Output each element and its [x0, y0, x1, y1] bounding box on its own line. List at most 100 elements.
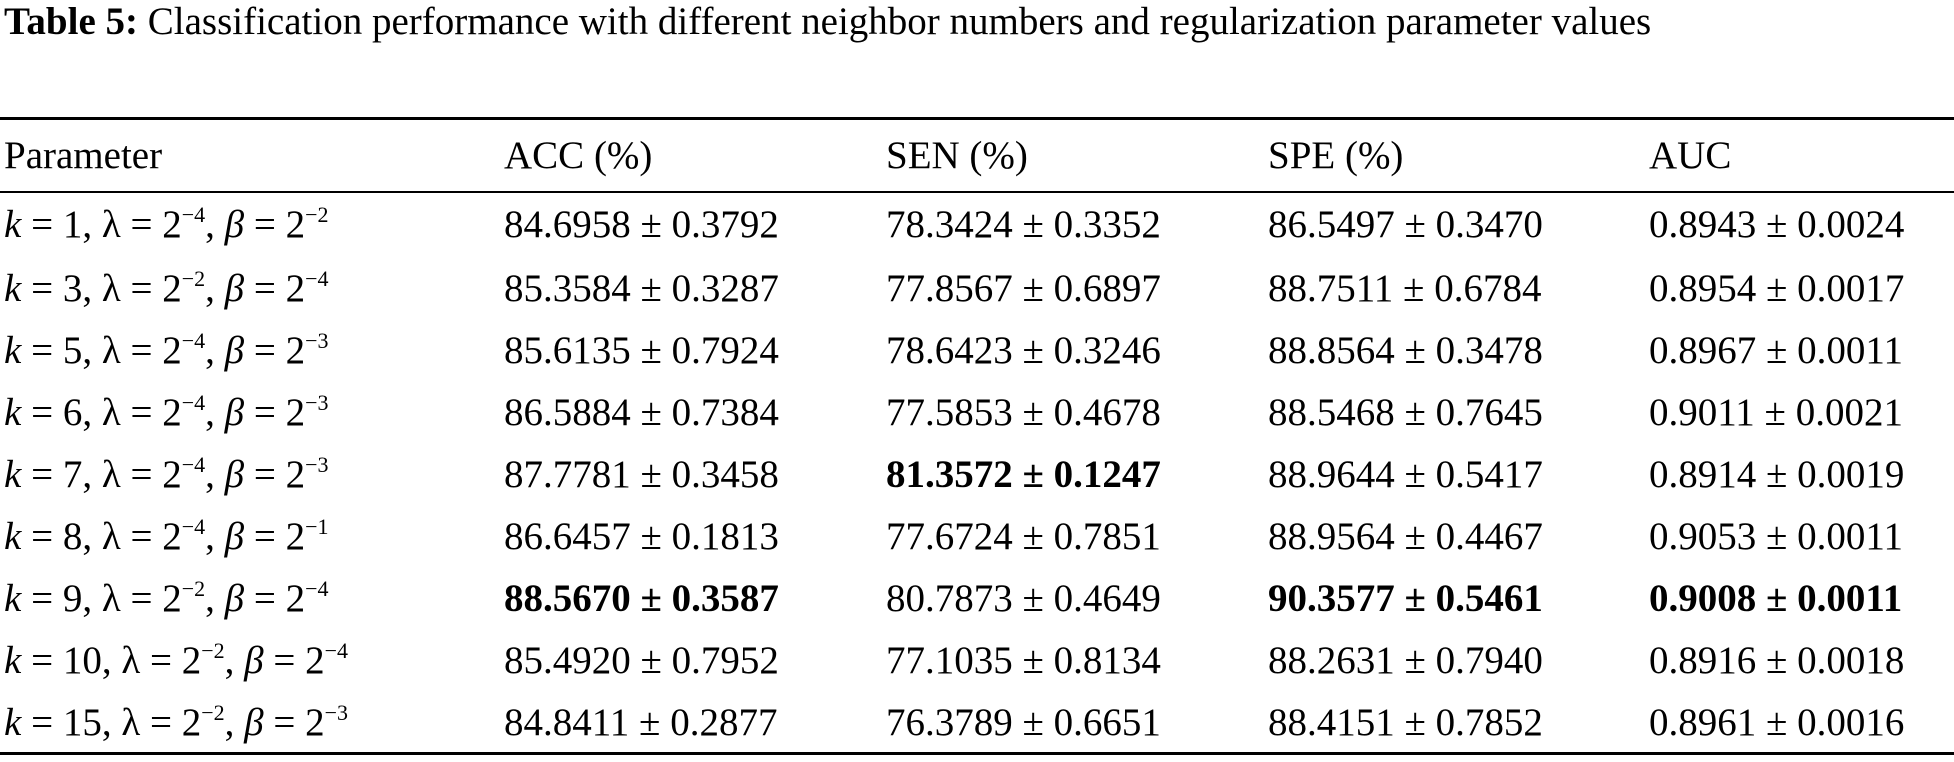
param-k-value: 9	[62, 576, 83, 620]
cell-auc: 0.8914 ± 0.0019	[1649, 452, 1905, 496]
results-table: Parameter ACC (%) SEN (%) SPE (%) AUC k …	[0, 120, 1954, 753]
bottom-rule	[0, 752, 1954, 755]
param-lambda-base: 2	[162, 328, 182, 372]
param-beta-base: 2	[285, 328, 306, 372]
param-beta-base: 2	[285, 452, 306, 496]
param-k-value: 3	[62, 266, 83, 310]
param-beta-base: 2	[285, 390, 306, 434]
param-lambda-symbol: λ	[101, 452, 121, 496]
param-beta-base: 2	[285, 266, 306, 310]
param-lambda-base: 2	[162, 266, 182, 310]
param-beta-base: 2	[285, 576, 306, 620]
table-row: k = 5, λ = 2−4, β = 2−3 85.6135 ± 0.7924 7…	[0, 319, 1954, 381]
param-lambda-exponent: −2	[201, 637, 225, 663]
param-lambda-exponent: −4	[181, 389, 206, 415]
param-beta-symbol: β	[244, 638, 264, 682]
param-k-symbol: k	[4, 390, 22, 434]
table-row: k = 7, λ = 2−4, β = 2−3 87.7781 ± 0.3458 8…	[0, 443, 1954, 505]
param-beta-base: 2	[285, 202, 306, 246]
param-lambda-base: 2	[162, 202, 182, 246]
param-k-value: 15	[62, 700, 102, 744]
param-beta-exponent: −1	[305, 513, 329, 539]
param-beta-symbol: β	[224, 452, 245, 496]
param-k-symbol: k	[4, 576, 22, 620]
param-k-symbol: k	[4, 700, 22, 744]
caption-label: Table 5:	[4, 0, 139, 43]
param-k-symbol: k	[4, 638, 22, 682]
param-lambda-symbol: λ	[101, 576, 121, 620]
param-beta-exponent: −3	[305, 451, 329, 477]
table-row: k = 3, λ = 2−2, β = 2−4 85.3584 ± 0.3287 7…	[0, 257, 1954, 319]
param-beta-exponent: −2	[305, 201, 329, 227]
cell-spe: 88.5468 ± 0.7645	[1268, 390, 1543, 434]
cell-sen: 76.3789 ± 0.6651	[886, 700, 1161, 744]
cell-spe: 88.8564 ± 0.3478	[1268, 328, 1543, 372]
header-parameter: Parameter	[4, 134, 163, 177]
param-lambda-symbol: λ	[101, 390, 121, 434]
param-beta-symbol: β	[224, 576, 245, 620]
table-row: k = 1, λ = 2−4, β = 2−2 84.6958 ± 0.3792 7…	[0, 191, 1954, 257]
param-k-value: 6	[62, 390, 83, 434]
cell-spe: 88.7511 ± 0.6784	[1268, 266, 1542, 310]
param-beta-symbol: β	[244, 700, 264, 744]
param-beta-symbol: β	[224, 390, 245, 434]
header-spe: SPE (%)	[1268, 134, 1404, 177]
cell-acc: 85.4920 ± 0.7952	[504, 638, 779, 682]
cell-acc: 85.6135 ± 0.7924	[504, 328, 779, 372]
cell-acc: 87.7781 ± 0.3458	[504, 452, 779, 496]
table-body: k = 1, λ = 2−4, β = 2−2 84.6958 ± 0.3792 7…	[0, 191, 1954, 753]
param-lambda-symbol: λ	[101, 202, 121, 246]
param-beta-base: 2	[305, 700, 325, 744]
cell-acc: 86.5884 ± 0.7384	[504, 390, 779, 434]
param-lambda-base: 2	[181, 700, 202, 744]
top-rule	[0, 117, 1954, 120]
param-lambda-base: 2	[162, 576, 182, 620]
cell-sen: 78.3424 ± 0.3352	[886, 202, 1161, 246]
cell-parameter: k = 15, λ = 2−2, β = 2−3	[4, 699, 349, 744]
param-k-symbol: k	[4, 514, 22, 558]
param-k-symbol: k	[4, 266, 22, 310]
cell-auc: 0.9053 ± 0.0011	[1649, 514, 1903, 558]
param-beta-exponent: −3	[324, 699, 349, 725]
param-k-value: 8	[62, 514, 83, 558]
caption-text: Classification performance with differen…	[138, 0, 1652, 43]
header-row: Parameter ACC (%) SEN (%) SPE (%) AUC	[0, 120, 1954, 191]
param-k-value: 1	[62, 202, 83, 246]
param-lambda-symbol: λ	[121, 638, 141, 682]
cell-parameter: k = 10, λ = 2−2, β = 2−4	[4, 637, 349, 682]
cell-spe: 86.5497 ± 0.3470	[1268, 202, 1543, 246]
param-lambda-symbol: λ	[101, 266, 121, 310]
param-k-value: 10	[62, 638, 102, 682]
param-beta-base: 2	[285, 514, 306, 558]
param-beta-exponent: −4	[305, 575, 329, 601]
param-k-value: 7	[62, 452, 83, 496]
cell-parameter: k = 5, λ = 2−4, β = 2−3	[4, 327, 329, 372]
cell-acc: 86.6457 ± 0.1813	[504, 514, 779, 558]
param-lambda-exponent: −4	[181, 327, 206, 353]
param-lambda-base: 2	[162, 452, 182, 496]
header-rule	[0, 191, 1954, 193]
cell-sen: 77.6724 ± 0.7851	[886, 514, 1161, 558]
cell-spe: 90.3577 ± 0.5461	[1268, 576, 1543, 620]
cell-parameter: k = 7, λ = 2−4, β = 2−3	[4, 451, 329, 496]
cell-acc: 84.8411 ± 0.2877	[504, 700, 778, 744]
cell-sen: 77.1035 ± 0.8134	[886, 638, 1161, 682]
param-lambda-exponent: −4	[181, 201, 206, 227]
cell-acc: 88.5670 ± 0.3587	[504, 576, 779, 620]
cell-sen: 78.6423 ± 0.3246	[886, 328, 1161, 372]
cell-sen: 77.8567 ± 0.6897	[886, 266, 1161, 310]
param-k-value: 5	[62, 328, 83, 372]
cell-auc: 0.9011 ± 0.0021	[1649, 390, 1903, 434]
cell-acc: 84.6958 ± 0.3792	[504, 202, 779, 246]
param-beta-exponent: −4	[305, 265, 329, 291]
param-lambda-exponent: −4	[181, 513, 206, 539]
cell-auc: 0.9008 ± 0.0011	[1649, 576, 1903, 620]
cell-auc: 0.8943 ± 0.0024	[1649, 202, 1905, 246]
header-sen: SEN (%)	[886, 134, 1028, 177]
param-beta-symbol: β	[224, 328, 245, 372]
cell-sen: 77.5853 ± 0.4678	[886, 390, 1161, 434]
param-lambda-exponent: −2	[181, 265, 206, 291]
cell-sen: 81.3572 ± 0.1247	[886, 452, 1161, 496]
table-row: k = 8, λ = 2−4, β = 2−1 86.6457 ± 0.1813 7…	[0, 505, 1954, 567]
table-row: k = 6, λ = 2−4, β = 2−3 86.5884 ± 0.7384 7…	[0, 381, 1954, 443]
